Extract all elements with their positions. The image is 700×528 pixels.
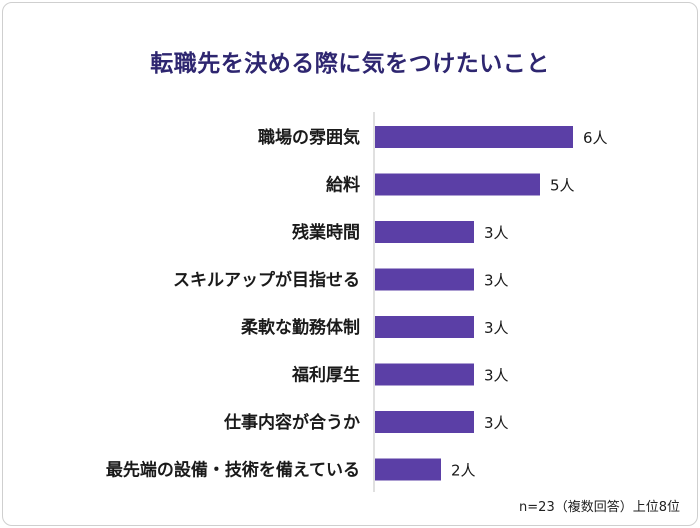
category-label: 福利厚生 (291, 365, 360, 386)
category-label: 給料 (326, 175, 360, 196)
bar (375, 316, 474, 338)
category-label: 仕事内容が合うか (223, 412, 360, 433)
bar (375, 268, 474, 291)
bar (375, 363, 474, 386)
category-label: 職場の雰囲気 (258, 127, 360, 148)
data-label: 3人 (484, 224, 509, 242)
data-label: 3人 (484, 272, 509, 290)
bar (375, 221, 474, 243)
bar (375, 411, 474, 433)
bar (375, 126, 573, 148)
category-label: 最先端の設備・技術を備えている (106, 460, 360, 481)
category-label: 残業時間 (292, 222, 360, 243)
sample-note: n=23（複数回答）上位8位 (519, 500, 680, 515)
bar (375, 458, 441, 481)
data-label: 5人 (550, 177, 575, 195)
data-label: 6人 (583, 129, 608, 147)
data-label: 3人 (484, 319, 509, 337)
data-label: 3人 (484, 367, 509, 385)
data-label: 2人 (451, 462, 476, 480)
category-label: スキルアップが目指せる (173, 270, 360, 291)
category-label: 柔軟な勤務体制 (241, 317, 360, 338)
data-label: 3人 (484, 414, 509, 432)
chart-title: 転職先を決める際に気をつけたいこと (150, 51, 550, 77)
bar (375, 173, 540, 196)
